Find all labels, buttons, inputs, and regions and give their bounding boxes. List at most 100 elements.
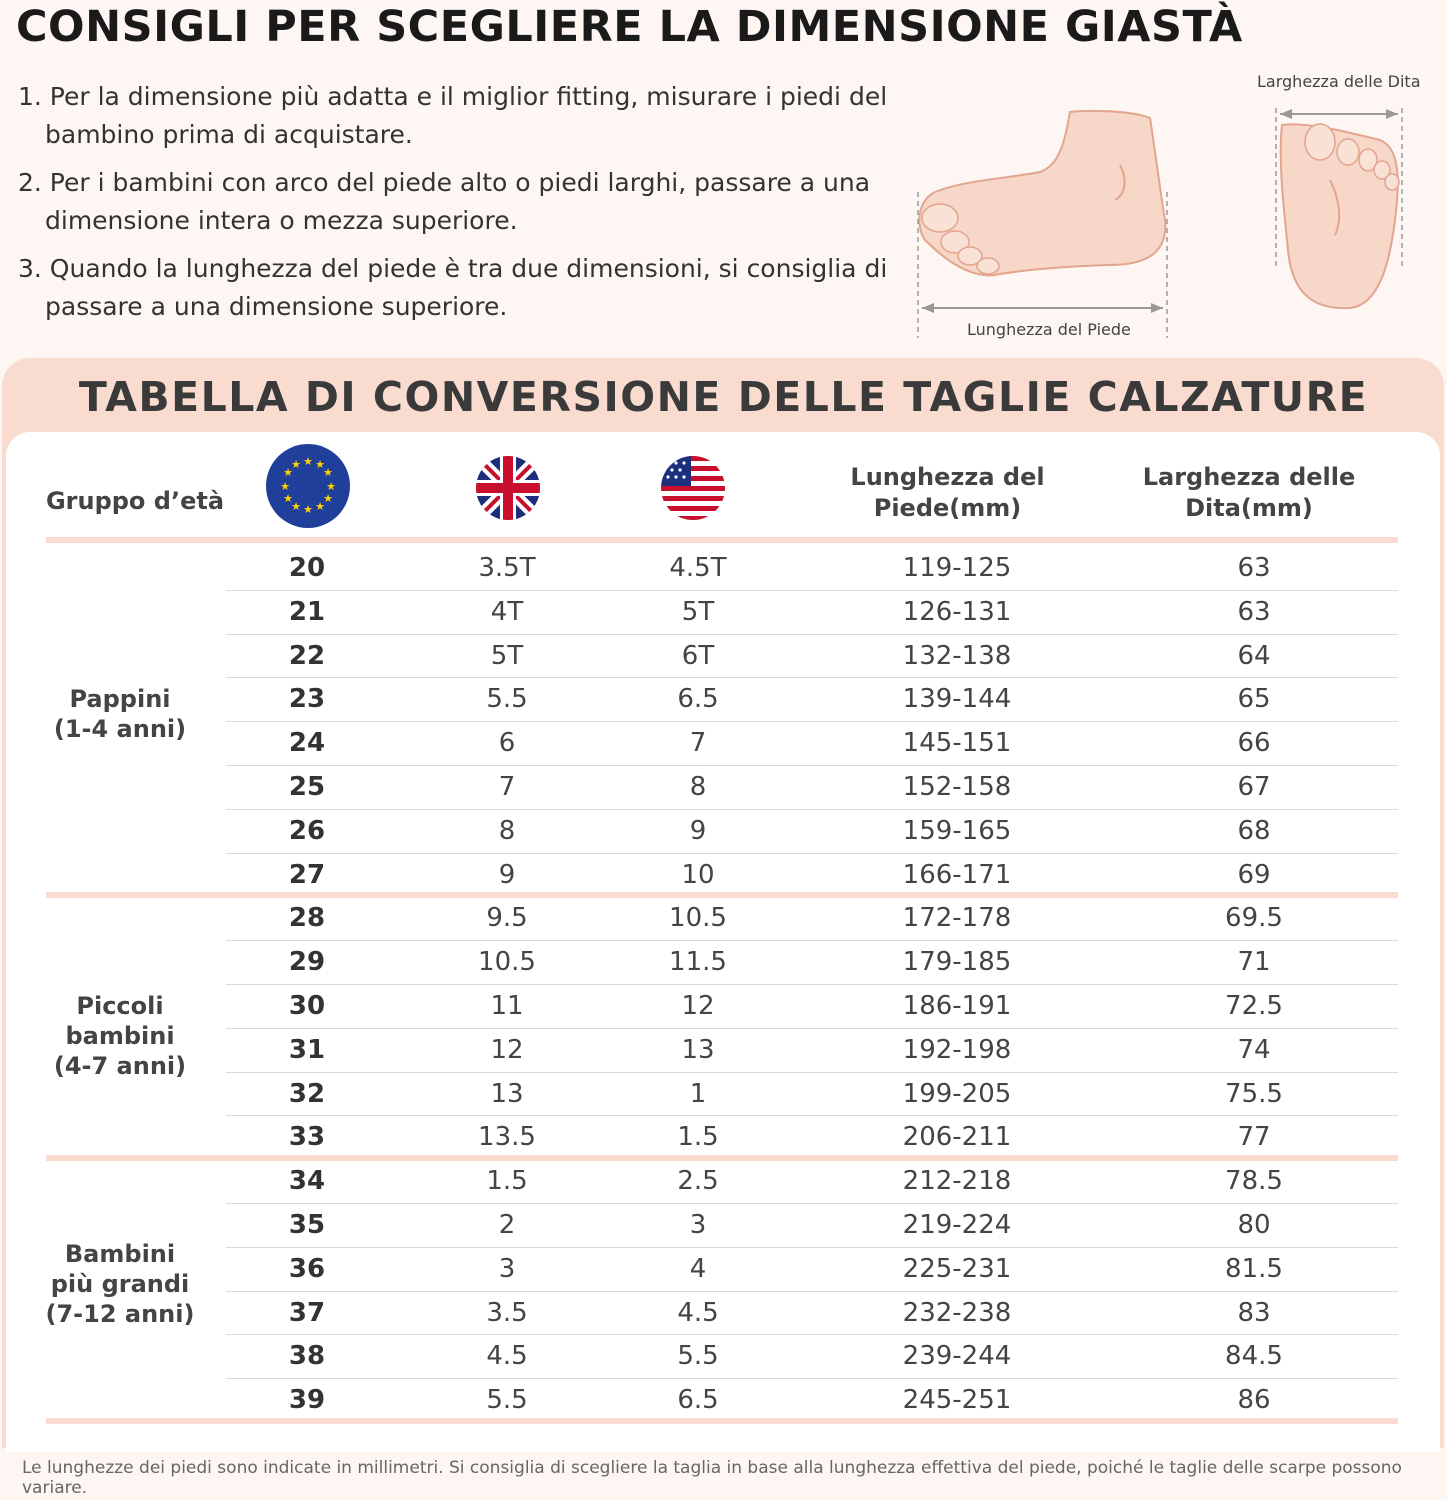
row-divider [226,1378,1398,1380]
tip-item: 2. Per i bambini con arco del piede alto… [18,168,871,235]
table-title: TABELLA DI CONVERSIONE DELLE TAGLIE CALZ… [78,373,1369,421]
eu-size-cell: 28 [288,903,326,934]
uk-size-cell: 1.5 [486,1166,528,1197]
row-divider [226,940,1398,942]
row-divider [226,1071,1398,1073]
foot-length-cell: 179-185 [902,947,1012,978]
row-divider [226,1203,1398,1204]
uk-size-cell: 5T [490,640,524,671]
foot-length-cell: 159-165 [902,815,1012,846]
foot-length-cell: 119-125 [902,553,1012,583]
us-size-cell: 2.5 [677,1166,719,1197]
uk-size-cell: 5.5 [486,684,528,715]
uk-size-cell: 3.5T [478,553,536,583]
toe-width-cell: 64 [1237,640,1271,671]
header-foot-length-line1: Lunghezza del [850,463,1045,491]
foot-length-cell: 172-178 [902,903,1012,934]
eu-size-cell: 36 [288,1253,326,1284]
foot-sole-view-icon [1279,123,1400,310]
group-separator [46,1155,1398,1162]
eu-size-cell: 23 [288,684,326,715]
toe-width-cell: 71 [1237,947,1271,978]
svg-text:★: ★ [280,480,290,493]
uk-size-cell: 8 [498,815,516,846]
eu-size-cell: 39 [288,1385,326,1416]
us-size-cell: 4.5 [677,1297,719,1328]
eu-size-cell: 34 [288,1166,326,1197]
row-divider [226,1027,1398,1029]
toe-width-cell: 68 [1237,815,1271,846]
eu-size-cell: 24 [288,728,326,759]
us-size-cell: 1 [689,1078,707,1109]
us-size-cell: 13 [681,1034,715,1065]
svg-text:★: ★ [326,480,336,493]
us-size-cell: 4.5T [669,553,727,583]
uk-size-cell: 2 [498,1210,516,1240]
svg-text:★: ★ [323,492,333,505]
row-divider [226,633,1398,635]
age-group-label-line: Pappini [69,685,171,714]
tip-item: 1. Per la dimensione più adatta e il mig… [18,82,888,149]
uk-size-cell: 3.5 [486,1297,528,1328]
header-foot-length-line2: Piede(mm) [873,494,1022,522]
foot-length-cell: 239-244 [902,1341,1012,1372]
uk-size-cell: 9.5 [486,903,528,934]
foot-length-cell: 126-131 [902,596,1012,627]
toe-width-cell: 83 [1237,1297,1271,1328]
age-group-label: Piccoli bambini (4-7 anni) [20,991,220,1081]
toe-width-cell: 77 [1237,1122,1271,1153]
svg-text:★: ★ [283,466,293,479]
foot-length-cell: 186-191 [902,991,1012,1021]
foot-length-cell: 152-158 [902,772,1012,802]
group-separator [46,537,1398,543]
us-size-cell: 4 [689,1253,707,1284]
toe-width-cell: 65 [1237,684,1271,715]
footnote: Le lunghezze dei piedi sono indicate in … [22,1458,1402,1498]
eu-size-cell: 35 [288,1210,326,1240]
foot-length-cell: 225-231 [902,1253,1012,1284]
row-divider [226,721,1398,723]
uk-flag-icon [476,456,540,524]
age-group-label-line: (7-12 anni) [45,1299,195,1328]
toe-width-label: Larghezza delle Dita [1257,72,1421,91]
foot-length-cell: 206-211 [902,1122,1012,1153]
us-flag-icon [661,456,725,524]
svg-text:★: ★ [283,492,293,505]
tips-list: 1. Per la dimensione più adatta e il mig… [18,78,898,336]
foot-length-label: Lunghezza del Piede [967,320,1131,339]
header-age-group: Gruppo d’età [45,487,225,515]
uk-size-cell: 3 [498,1253,516,1284]
toe-width-cell: 72.5 [1225,991,1283,1021]
svg-text:★: ★ [291,500,301,513]
age-group-label-line: più grandi [50,1269,190,1298]
us-size-cell: 10 [681,859,715,890]
foot-length-cell: 219-224 [902,1210,1012,1240]
us-size-cell: 5.5 [677,1341,719,1372]
row-divider [226,852,1398,854]
us-size-cell: 6.5 [677,684,719,715]
row-divider [226,808,1398,810]
row-divider [226,765,1398,766]
eu-size-cell: 20 [288,553,326,583]
page-heading: CONSIGLI PER SCEGLIERE LA DIMENSIONE GIA… [16,2,1243,52]
toe-width-cell: 75.5 [1225,1078,1283,1109]
foot-length-cell: 199-205 [902,1078,1012,1109]
us-size-cell: 9 [689,815,707,846]
us-size-cell: 10.5 [669,903,727,934]
toe-width-cell: 86 [1237,1385,1271,1416]
foot-length-cell: 212-218 [902,1166,1012,1197]
toe-width-cell: 81.5 [1225,1253,1283,1284]
foot-length-cell: 245-251 [902,1385,1012,1416]
svg-text:★: ★ [303,503,313,516]
age-group-label-line: Bambini [64,1239,176,1268]
uk-size-cell: 13 [490,1078,524,1109]
uk-size-cell: 9 [498,859,516,890]
svg-text:★: ★ [291,458,301,471]
foot-illustration-svg [917,108,1403,338]
foot-measurement-illustration: Larghezza delle Dita Lunghezza del Piede [910,70,1430,345]
age-group-label-line: Piccoli bambini [65,991,175,1050]
foot-length-cell: 192-198 [902,1034,1012,1065]
toe-width-cell: 66 [1237,728,1271,759]
us-size-cell: 8 [689,772,707,802]
eu-size-cell: 31 [288,1034,326,1065]
